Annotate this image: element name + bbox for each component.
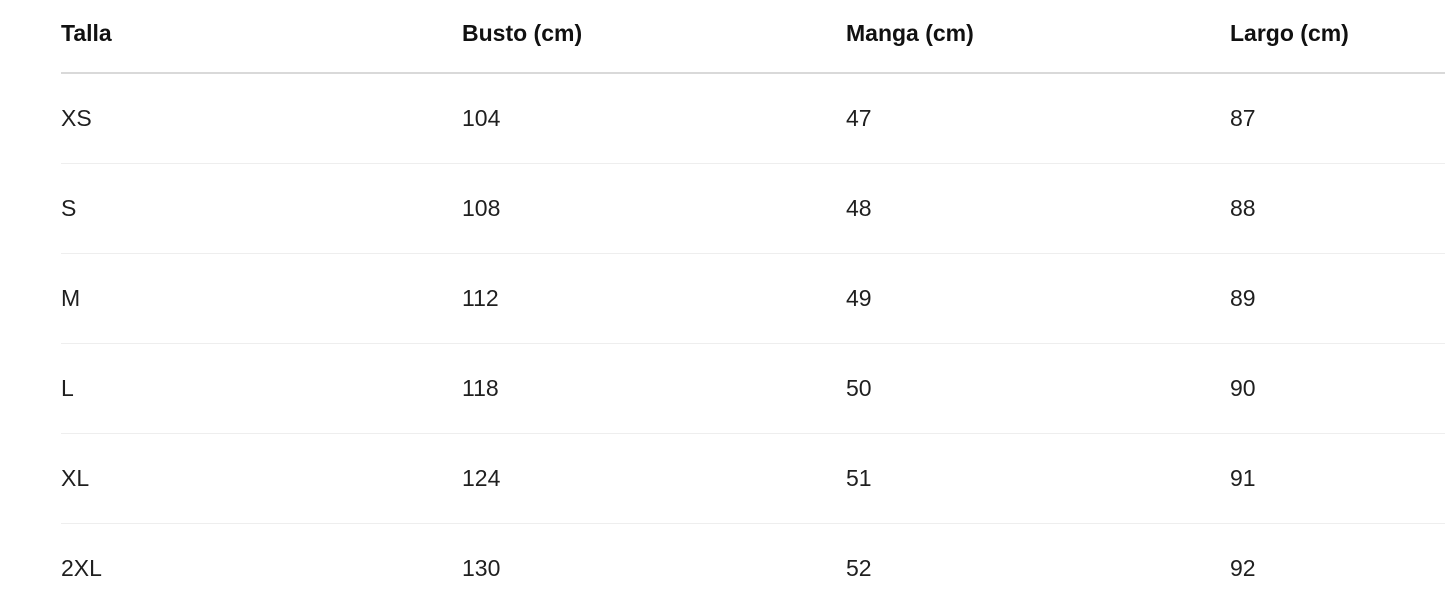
table-row: XS 104 47 87 <box>61 73 1445 164</box>
table-row: L 118 50 90 <box>61 343 1445 434</box>
header-talla: Talla <box>61 0 462 74</box>
header-label: Largo (cm) <box>1230 19 1349 46</box>
header-label: Talla <box>61 19 112 46</box>
header-largo: Largo (cm) <box>1230 0 1445 74</box>
header-busto: Busto (cm) <box>462 0 846 74</box>
header-label: Manga (cm) <box>846 19 974 46</box>
header-manga: Manga (cm) <box>846 0 1230 74</box>
cell-busto: 130 <box>462 555 501 581</box>
cell-largo: 90 <box>1230 343 1445 434</box>
size-chart-table: Talla Busto (cm) Manga (cm) Largo (cm) X… <box>61 0 1445 613</box>
cell-manga: 50 <box>846 343 1230 434</box>
cell-busto: 112 <box>462 253 846 344</box>
table-row: XL 124 51 91 <box>61 433 1445 524</box>
cell-talla: 2XL <box>61 555 102 581</box>
cell-talla: S <box>61 163 462 254</box>
cell-manga: 51 <box>846 433 1230 524</box>
cell-manga: 52 <box>846 555 872 581</box>
cell-busto: 118 <box>462 343 846 434</box>
cell-busto: 108 <box>462 163 846 254</box>
cell-manga: 47 <box>846 73 1230 164</box>
cell-largo: 91 <box>1230 433 1445 524</box>
cell-largo: 88 <box>1230 163 1445 254</box>
table-row: 2XL 130 52 92 <box>61 524 1445 614</box>
cell-talla: XS <box>61 73 462 164</box>
cell-largo: 89 <box>1230 253 1445 344</box>
table-row: M 112 49 89 <box>61 253 1445 344</box>
table-row: S 108 48 88 <box>61 163 1445 254</box>
cell-talla: XL <box>61 433 462 524</box>
cell-talla: L <box>61 343 462 434</box>
cell-talla: M <box>61 253 462 344</box>
cell-busto: 104 <box>462 73 846 164</box>
cell-manga: 49 <box>846 253 1230 344</box>
cell-largo: 87 <box>1230 73 1445 164</box>
table-header-row: Talla Busto (cm) Manga (cm) Largo (cm) <box>61 0 1445 74</box>
cell-manga: 48 <box>846 163 1230 254</box>
cell-largo: 92 <box>1230 555 1256 581</box>
header-label: Busto (cm) <box>462 19 583 46</box>
cell-busto: 124 <box>462 433 846 524</box>
